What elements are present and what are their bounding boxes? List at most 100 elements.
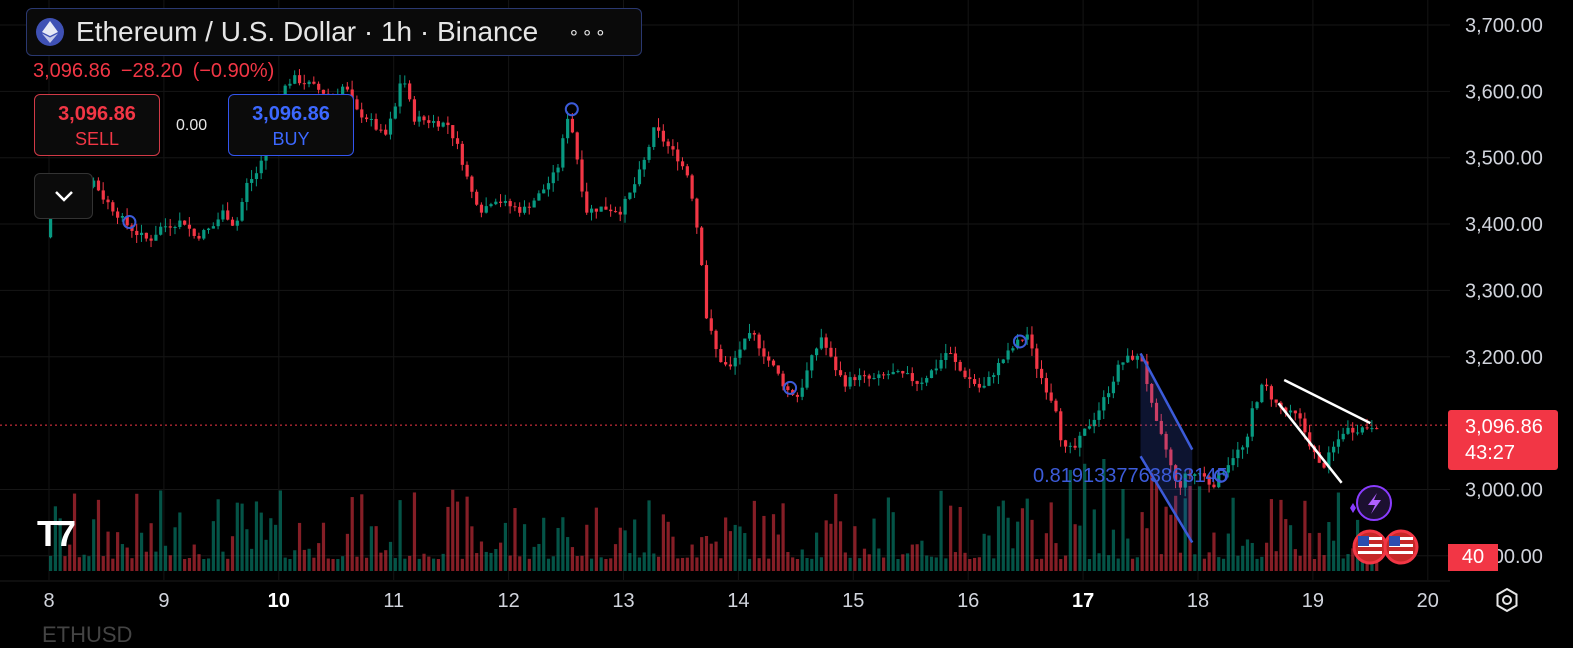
volume-bar <box>546 558 551 571</box>
candle-body <box>709 318 713 331</box>
volume-bar <box>216 499 220 571</box>
volume-bar <box>1111 529 1116 571</box>
volume-bar <box>920 540 924 571</box>
y-tick-label: 3,500.00 <box>1465 148 1543 170</box>
volume-bar <box>312 557 316 571</box>
event-marker[interactable] <box>564 102 579 117</box>
volume-bar <box>1102 458 1106 571</box>
candle-body <box>786 386 790 391</box>
trend-line[interactable] <box>1139 455 1194 544</box>
volume-bar <box>1255 558 1259 571</box>
candle-body <box>1288 410 1293 413</box>
volume-bar <box>1159 554 1163 571</box>
trend-line[interactable] <box>1139 352 1194 451</box>
collapse-button[interactable] <box>34 173 93 219</box>
event-marker[interactable] <box>783 380 798 395</box>
volume-bar <box>398 500 402 571</box>
candle-body <box>489 204 493 207</box>
more-options-button[interactable]: ∘∘∘ <box>568 21 609 42</box>
candle-body <box>111 202 115 212</box>
volume-bar <box>226 558 230 571</box>
volume-bar <box>72 493 77 571</box>
volume-bar <box>599 557 603 571</box>
volume-bar <box>896 558 900 571</box>
buy-button[interactable]: 3,096.86 BUY <box>228 94 354 156</box>
volume-bar <box>575 556 579 571</box>
trend-line[interactable] <box>1283 378 1371 425</box>
volume-bar <box>1068 469 1072 571</box>
volume-bar <box>417 558 421 571</box>
volume-bar <box>264 539 268 571</box>
candle-body <box>1236 449 1240 459</box>
settings-gear-icon[interactable] <box>1492 585 1522 615</box>
candle-body <box>183 220 187 225</box>
volume-bar <box>206 558 211 571</box>
candle-body <box>953 353 958 362</box>
volume-bar <box>221 551 225 571</box>
volume-bar <box>815 532 819 571</box>
candle-body <box>834 356 838 371</box>
event-marker[interactable] <box>1213 468 1228 483</box>
candle-body <box>714 330 718 350</box>
event-markers[interactable] <box>122 102 1228 483</box>
candle-body <box>297 75 302 84</box>
candle-body <box>915 381 919 384</box>
candle-body <box>499 201 503 203</box>
x-tick-label: 18 <box>1187 590 1209 612</box>
candle-body <box>408 83 412 100</box>
candle-body <box>1169 449 1173 466</box>
bar-countdown: 43:27 <box>1465 442 1516 464</box>
trend-line[interactable] <box>1277 402 1343 484</box>
volume-bar <box>647 500 651 571</box>
volume-bar <box>905 553 910 571</box>
volume-bar <box>1188 485 1192 571</box>
volume-bar <box>925 555 929 571</box>
symbol-header[interactable]: Ethereum / U.S. Dollar · 1h · Binance ∘∘… <box>26 8 642 56</box>
volume-bar <box>700 537 704 571</box>
candle-body <box>288 83 292 86</box>
ai-sparkle-icon[interactable] <box>1350 485 1392 521</box>
volume-bar <box>882 557 886 571</box>
event-marker[interactable] <box>122 215 137 230</box>
volume-bar <box>288 558 292 571</box>
candle-body <box>609 209 613 212</box>
candle-body <box>226 210 230 220</box>
volume-bar <box>494 549 498 571</box>
volume-bar <box>187 557 192 571</box>
price-axis[interactable]: 3,700.00 3,600.00 3,500.00 3,400.00 3,300.00… <box>1465 15 1543 568</box>
candle-body <box>135 230 139 236</box>
volume-bar <box>695 557 699 571</box>
volume-bar <box>944 558 948 571</box>
volume-bar <box>781 503 785 571</box>
channel-fill <box>1140 353 1193 543</box>
event-marker[interactable] <box>1012 334 1027 349</box>
candle-body <box>1102 397 1106 411</box>
time-axis[interactable]: 8 9 10 11 12 13 14 15 16 17 18 19 20 <box>43 590 1438 612</box>
volume-bar <box>1097 553 1101 571</box>
footer-symbol: ETHUSD <box>42 622 133 647</box>
candle-body <box>1332 446 1336 453</box>
sell-button[interactable]: 3,096.86 SELL <box>34 94 160 156</box>
candle-body <box>1150 383 1154 403</box>
candle-body <box>858 375 862 381</box>
candle-body <box>781 373 785 387</box>
volume-bar <box>1241 545 1245 571</box>
symbol-title: Ethereum / U.S. Dollar · 1h · Binance <box>76 16 539 47</box>
volume-bar <box>254 501 259 571</box>
us-flag-icon[interactable] <box>1352 529 1388 565</box>
volume-bar <box>637 557 642 571</box>
candle-body <box>1049 392 1053 401</box>
volume-bar <box>891 512 895 571</box>
candle-body <box>877 374 881 378</box>
candle-body <box>432 121 436 123</box>
volume-bar <box>53 506 57 571</box>
volume-bar <box>1198 486 1202 571</box>
volume-bar <box>724 517 728 571</box>
volume-bar <box>872 518 876 571</box>
candle-body <box>240 201 244 221</box>
volume-bar <box>1135 557 1139 571</box>
candle-body <box>628 192 632 199</box>
pattern-drawings[interactable] <box>1139 352 1371 544</box>
candle-body <box>599 206 603 212</box>
us-flag-icon[interactable] <box>1383 529 1419 565</box>
